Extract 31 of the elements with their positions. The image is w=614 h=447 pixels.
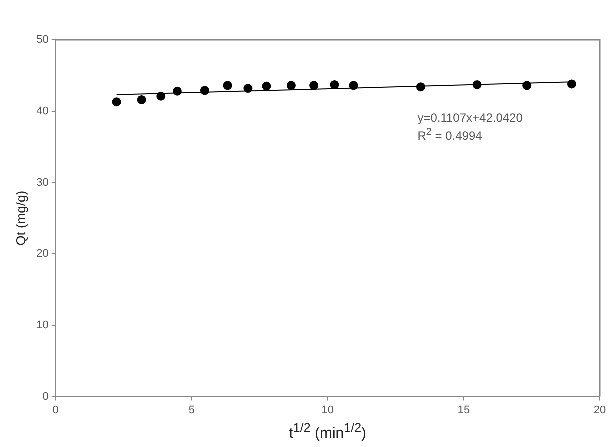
y-tick-label: 10 [36,319,49,332]
y-tick-label: 40 [36,105,49,118]
y-tick-label: 30 [36,176,49,189]
x-tick-label: 10 [322,404,334,416]
annotation: y=0.1107x+42.0420 [418,111,523,126]
annotation: R$^{2}$ = 0.4994 [418,127,482,144]
point [223,81,232,90]
x-tick-label: 5 [188,404,195,416]
point [200,86,210,96]
point [137,95,146,104]
point [567,80,576,89]
x-tick-label: 15 [458,404,470,416]
point [416,82,426,92]
point [244,84,253,94]
x-tick-label: 20 [594,404,606,416]
point [310,81,319,90]
y-tick-label: 0 [42,390,49,403]
y-axis-title: Qt (mg/g) [13,190,28,246]
point [112,98,122,107]
y-tick-label: 20 [36,248,49,260]
point [286,81,296,90]
point [156,92,166,101]
y-tick-label: 50 [36,34,49,46]
x-tick-label: 0 [52,404,59,416]
point [522,81,532,90]
x-axis-title: t$^{1/2}$ (min$^{1/2}$) [289,420,367,442]
point [349,81,358,90]
point [262,82,272,91]
point [472,80,482,90]
point [172,86,182,96]
point [330,80,340,90]
